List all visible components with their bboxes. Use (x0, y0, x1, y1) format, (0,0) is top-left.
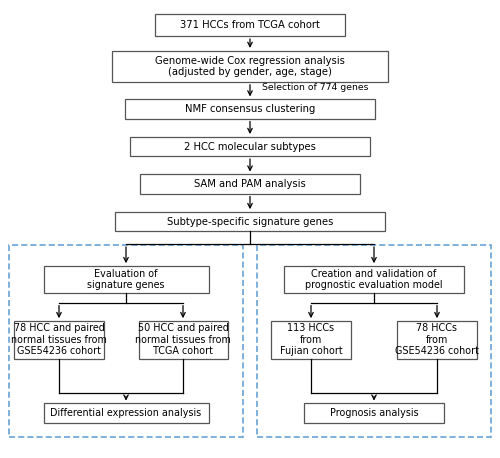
Text: 78 HCCs
from
GSE54236 cohort: 78 HCCs from GSE54236 cohort (395, 323, 479, 356)
FancyBboxPatch shape (44, 403, 208, 423)
FancyBboxPatch shape (14, 321, 104, 359)
FancyBboxPatch shape (155, 14, 345, 36)
FancyBboxPatch shape (304, 403, 444, 423)
Text: 50 HCC and paired
normal tissues from
TCGA cohort: 50 HCC and paired normal tissues from TC… (135, 323, 231, 356)
FancyBboxPatch shape (397, 321, 477, 359)
FancyBboxPatch shape (271, 321, 351, 359)
FancyBboxPatch shape (257, 245, 491, 437)
FancyBboxPatch shape (115, 212, 385, 231)
FancyBboxPatch shape (125, 99, 375, 119)
FancyBboxPatch shape (112, 51, 388, 82)
Text: Prognosis analysis: Prognosis analysis (330, 408, 418, 418)
Text: NMF consensus clustering: NMF consensus clustering (185, 104, 315, 114)
Text: Evaluation of
signature genes: Evaluation of signature genes (88, 268, 165, 290)
FancyBboxPatch shape (9, 245, 243, 437)
FancyBboxPatch shape (44, 266, 208, 293)
Text: 2 HCC molecular subtypes: 2 HCC molecular subtypes (184, 142, 316, 152)
Text: 371 HCCs from TCGA cohort: 371 HCCs from TCGA cohort (180, 20, 320, 30)
Text: Differential expression analysis: Differential expression analysis (50, 408, 202, 418)
FancyBboxPatch shape (130, 137, 370, 156)
Text: 78 HCC and paired
normal tissues from
GSE54236 cohort: 78 HCC and paired normal tissues from GS… (11, 323, 107, 356)
FancyBboxPatch shape (140, 174, 360, 194)
FancyBboxPatch shape (284, 266, 464, 293)
Text: Selection of 774 genes: Selection of 774 genes (262, 83, 369, 93)
Text: 113 HCCs
from
Fujian cohort: 113 HCCs from Fujian cohort (280, 323, 342, 356)
Text: SAM and PAM analysis: SAM and PAM analysis (194, 179, 306, 189)
Text: Creation and validation of
prognostic evaluation model: Creation and validation of prognostic ev… (305, 268, 443, 290)
Text: Genome-wide Cox regression analysis
(adjusted by gender, age, stage): Genome-wide Cox regression analysis (adj… (155, 55, 345, 77)
FancyBboxPatch shape (138, 321, 228, 359)
Text: Subtype-specific signature genes: Subtype-specific signature genes (167, 217, 333, 227)
